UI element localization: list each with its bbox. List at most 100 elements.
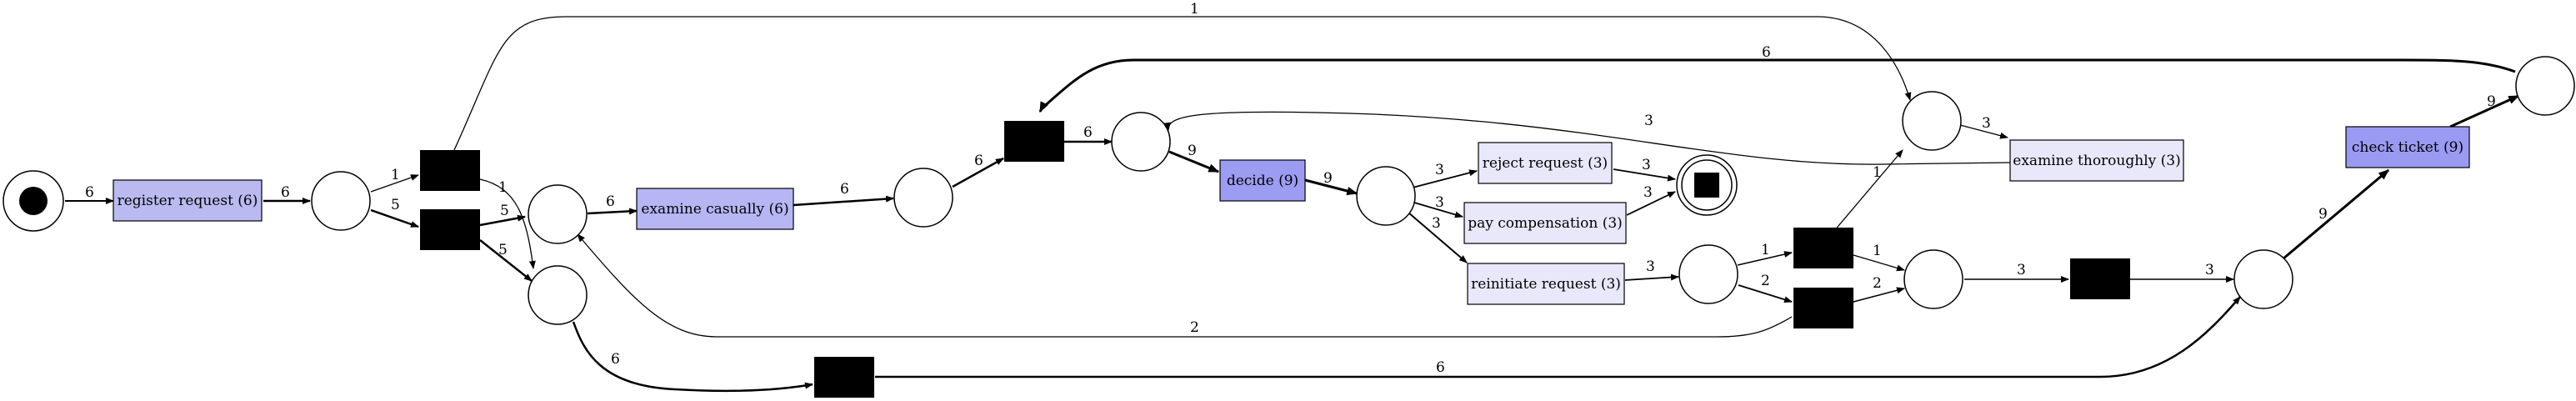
pay-compensation-label: pay compensation (3) — [1468, 215, 1623, 232]
examine-casually-label: examine casually (6) — [641, 201, 788, 218]
arc-label: 3 — [1982, 115, 1991, 132]
arc-tau1-p3 — [479, 178, 536, 269]
arc-p6-reject — [1412, 169, 1478, 188]
arc-label: 3 — [1644, 113, 1653, 129]
arc-label: 6 — [611, 351, 620, 368]
register-request-box — [113, 179, 263, 222]
place-pexamthor — [1902, 91, 1962, 151]
arc-label: 5 — [498, 242, 508, 258]
arc-label: 5 — [500, 203, 509, 219]
arc-tau1-pexamthor — [453, 16, 1912, 151]
arc-reject-end — [1613, 168, 1676, 182]
silent-transition-tau5 — [1793, 228, 1853, 268]
arc-decide-p6 — [1304, 178, 1358, 196]
reject-request-box — [1478, 142, 1613, 184]
arc-p9-check — [2283, 168, 2389, 260]
arc-label: 3 — [1646, 258, 1655, 275]
silent-transition-tau3 — [814, 357, 874, 398]
examine-thoroughly-box — [2009, 139, 2184, 182]
arc-examthor-p5 — [1163, 111, 2011, 165]
arc-tau2-p3 — [479, 239, 533, 282]
arc-label: 9 — [2318, 206, 2328, 223]
check-ticket-label: check ticket (9) — [2352, 139, 2463, 156]
place-p6 — [1356, 166, 1416, 226]
transition-register-request: register request (6) — [113, 179, 263, 222]
transition-pay-compensation: pay compensation (3) — [1463, 202, 1627, 244]
transition-reject-request: reject request (3) — [1478, 142, 1613, 184]
transition-check-ticket: check ticket (9) — [2345, 126, 2470, 168]
silent-transition-tau6 — [1793, 288, 1853, 328]
silent-transition-tau7 — [2070, 258, 2130, 299]
reinitiate-request-box — [1467, 263, 1625, 305]
arc-label: 3 — [2205, 262, 2214, 278]
silent-transition-tau2 — [420, 209, 480, 250]
arc-label: 6 — [1762, 44, 1771, 61]
decide-box — [1219, 159, 1306, 202]
place-p1 — [311, 171, 371, 231]
arc-label: 6 — [85, 184, 94, 201]
arc-p6-reinit — [1408, 212, 1468, 263]
arc-label: 9 — [1188, 143, 1197, 159]
arc-p4-tau4 — [952, 157, 1004, 188]
arc-p2-examine — [587, 208, 638, 215]
arc-p1-tau1 — [370, 174, 419, 193]
transitions: register request (6) examine casually (6… — [113, 121, 2470, 398]
arc-p10-tau4 — [1038, 58, 2516, 113]
arc-p7-tau5 — [1737, 251, 1793, 266]
end-token-square — [1694, 173, 1719, 198]
arc-tau6-p2 — [577, 233, 1793, 338]
arc-label: 1 — [498, 179, 508, 196]
arc-p3-tau3 — [572, 321, 813, 393]
arc-tau5-pexamthor — [1833, 149, 1903, 233]
arc-label: 2 — [1190, 319, 1199, 336]
arc-examine-p4 — [793, 195, 894, 207]
decide-label: decide (9) — [1227, 173, 1298, 189]
arc-pay-end — [1626, 191, 1676, 216]
transition-examine-thoroughly: examine thoroughly (3) — [2009, 139, 2184, 182]
arc-label: 3 — [1643, 184, 1653, 201]
check-ticket-box — [2345, 126, 2470, 168]
reinitiate-request-label: reinitiate request (3) — [1471, 276, 1621, 293]
place-p4 — [893, 168, 953, 228]
arc-label: 1 — [391, 167, 400, 183]
arcs: 6 6 1 5 1 1 5 5 6 6 6 6 — [65, 1, 2520, 393]
transition-examine-casually: examine casually (6) — [636, 188, 794, 230]
arc-label: 1 — [1761, 242, 1770, 258]
places — [3, 56, 2575, 325]
arc-label: 9 — [2487, 93, 2496, 110]
pay-compensation-box — [1463, 202, 1627, 244]
arc-label: 9 — [1323, 170, 1333, 187]
place-p10 — [2515, 56, 2575, 116]
arc-p7-tau6 — [1738, 284, 1793, 303]
arc-check-p10 — [2449, 94, 2520, 128]
arc-label: 3 — [1432, 215, 1441, 232]
transition-decide: decide (9) — [1219, 159, 1306, 202]
arc-p6-pay — [1413, 202, 1463, 218]
arc-label: 6 — [974, 153, 983, 169]
arc-label: 6 — [840, 181, 849, 198]
arc-label: 3 — [1435, 194, 1444, 211]
arc-label: 1 — [1873, 164, 1882, 181]
arc-label: 1 — [1190, 1, 1199, 18]
place-p3 — [528, 265, 588, 325]
examine-casually-box — [636, 188, 794, 230]
place-p9 — [2233, 249, 2293, 309]
transition-reinitiate-request: reinitiate request (3) — [1467, 263, 1625, 305]
arc-label: 6 — [1436, 359, 1445, 376]
arc-p5-decide — [1168, 150, 1220, 173]
arc-label: 5 — [391, 197, 400, 213]
arc-pexamthor-examthor — [1959, 124, 2008, 139]
place-p7 — [1678, 244, 1738, 304]
silent-transition-tau4 — [1004, 121, 1064, 162]
arc-label: 2 — [1873, 275, 1882, 292]
place-p5 — [1111, 112, 1171, 172]
start-token — [19, 187, 48, 215]
arc-label: 6 — [281, 184, 290, 201]
arc-label: 3 — [2017, 262, 2026, 278]
arc-label: 2 — [1761, 273, 1770, 289]
arc-reinit-p7 — [1624, 273, 1679, 281]
silent-transition-tau1 — [420, 150, 480, 191]
arc-tau3-p9 — [875, 296, 2241, 378]
arc-label: 6 — [606, 193, 615, 210]
